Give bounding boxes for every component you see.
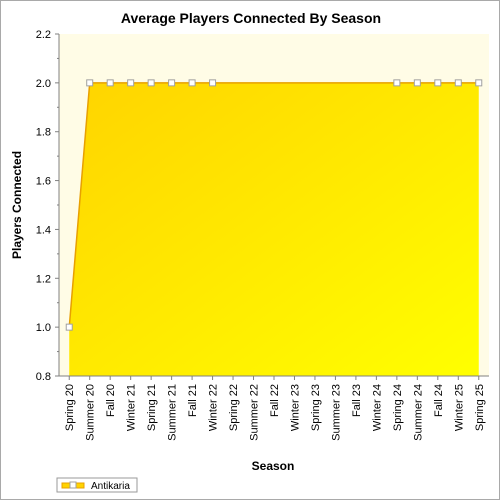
data-point xyxy=(86,79,94,87)
x-tick-label: Fall 22 xyxy=(269,384,281,417)
x-tick-label: Summer 24 xyxy=(412,384,424,441)
x-tick-label: Winter 22 xyxy=(208,384,220,431)
data-point xyxy=(475,79,483,87)
data-point xyxy=(147,79,155,87)
data-point xyxy=(106,79,114,87)
x-tick-label: Summer 23 xyxy=(330,384,342,441)
y-tick-label: 1.4 xyxy=(36,224,51,236)
chart-title: Average Players Connected By Season xyxy=(121,10,381,26)
data-point xyxy=(209,79,217,87)
data-point xyxy=(434,79,442,87)
y-tick-label: 2.2 xyxy=(36,29,51,41)
x-tick-label: Winter 25 xyxy=(453,384,465,431)
y-tick-label: 1.6 xyxy=(36,176,51,188)
x-tick-label: Spring 25 xyxy=(474,384,486,431)
area-layer xyxy=(68,82,479,376)
y-tick-label: 1.0 xyxy=(36,322,51,334)
x-tick-label: Spring 20 xyxy=(64,384,76,431)
x-tick-label: Spring 24 xyxy=(392,384,404,431)
data-point xyxy=(188,79,196,87)
data-point xyxy=(168,79,176,87)
data-point xyxy=(413,79,421,87)
x-tick-label: Summer 20 xyxy=(85,384,97,441)
x-ticks: Spring 20 Summer 20 Fall 20 Winter 21 Spring… xyxy=(64,376,486,441)
series-line xyxy=(68,82,479,328)
x-tick-label: Summer 22 xyxy=(249,384,261,441)
x-tick-label: Spring 22 xyxy=(228,384,240,431)
x-tick-label: Fall 24 xyxy=(433,384,445,417)
data-point xyxy=(127,79,135,87)
x-tick-label: Fall 21 xyxy=(187,384,199,417)
x-axis-label: Season xyxy=(252,459,295,473)
y-tick-label: 2.0 xyxy=(36,78,51,90)
legend-label: Antikaria xyxy=(91,481,130,492)
legend: Antikaria xyxy=(56,477,138,493)
y-tick-label: 1.2 xyxy=(36,273,51,285)
x-tick-label: Fall 20 xyxy=(105,384,117,417)
y-tick-label: 1.8 xyxy=(36,127,51,139)
x-tick-label: Summer 21 xyxy=(167,384,179,441)
x-tick-label: Fall 23 xyxy=(351,384,363,417)
data-point xyxy=(393,79,401,87)
x-tick-label: Spring 21 xyxy=(146,384,158,431)
x-tick-label: Winter 23 xyxy=(289,384,301,431)
y-ticks: 0.8 1.0 1.2 1.4 1.6 1.8 2.0 2.2 xyxy=(36,29,59,383)
series-area xyxy=(69,82,479,376)
data-point xyxy=(454,79,462,87)
x-tick-label: Spring 23 xyxy=(310,384,322,431)
x-tick-label: Winter 24 xyxy=(371,384,383,431)
marker-layer xyxy=(65,79,483,331)
x-tick-label: Winter 21 xyxy=(126,384,138,431)
y-tick-label: 0.8 xyxy=(36,371,51,383)
data-point xyxy=(65,323,73,331)
legend-marker xyxy=(69,481,77,489)
y-axis-label: Players Connected xyxy=(10,151,24,259)
